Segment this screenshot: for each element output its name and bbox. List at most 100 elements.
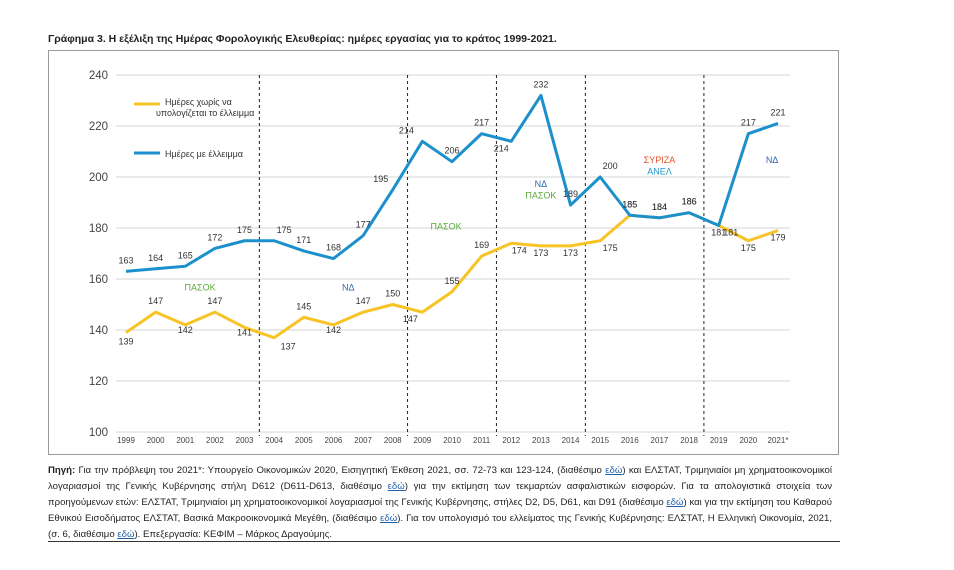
data-label: 163 bbox=[118, 255, 133, 265]
data-label: 177 bbox=[356, 220, 371, 230]
data-label: 179 bbox=[770, 233, 785, 243]
data-label: 175 bbox=[741, 243, 756, 253]
data-label: 169 bbox=[474, 240, 489, 250]
legend-label-1a: Ημέρες χωρίς να bbox=[165, 97, 232, 107]
x-tick-label: 2016 bbox=[621, 436, 639, 445]
source-link-5[interactable]: εδώ bbox=[117, 529, 135, 540]
x-tick-label: 2011 bbox=[473, 436, 491, 445]
x-tick-label: 1999 bbox=[117, 436, 135, 445]
source-link-2[interactable]: εδώ bbox=[387, 481, 405, 492]
y-tick-label: 240 bbox=[89, 70, 108, 82]
data-label: 181 bbox=[711, 227, 726, 237]
x-tick-label: 2015 bbox=[591, 436, 609, 445]
source-link-4[interactable]: εδώ bbox=[380, 513, 398, 524]
data-label: 184 bbox=[652, 202, 667, 212]
x-tick-label: 2010 bbox=[443, 436, 461, 445]
party-annotation: ΝΔ bbox=[342, 282, 355, 292]
data-label: 184 bbox=[652, 202, 667, 212]
data-label: 214 bbox=[399, 125, 414, 135]
party-annotation: ΠΑΣΟΚ bbox=[185, 282, 216, 292]
data-label: 217 bbox=[474, 118, 489, 128]
data-label: 147 bbox=[207, 296, 222, 306]
x-tick-label: 2009 bbox=[413, 436, 431, 445]
y-tick-label: 100 bbox=[89, 427, 108, 439]
x-tick-label: 2014 bbox=[562, 436, 580, 445]
data-label: 164 bbox=[148, 253, 163, 263]
data-label: 171 bbox=[296, 235, 311, 245]
source-link-1[interactable]: εδώ bbox=[605, 465, 623, 476]
data-label: 172 bbox=[207, 232, 222, 242]
data-label: 145 bbox=[296, 301, 311, 311]
y-tick-label: 200 bbox=[89, 172, 108, 184]
party-annotation: ΠΑΣΟΚ bbox=[431, 221, 462, 231]
source-text-3: ) για την εκτίμηση των τεκμαρτών ασφαλισ… bbox=[48, 481, 833, 508]
data-label: 139 bbox=[118, 337, 133, 347]
data-label: 173 bbox=[533, 248, 548, 258]
data-label: 175 bbox=[237, 225, 252, 235]
data-label: 214 bbox=[494, 143, 509, 153]
x-tick-label: 2008 bbox=[384, 436, 402, 445]
data-label: 165 bbox=[178, 250, 193, 260]
data-label: 175 bbox=[603, 243, 618, 253]
data-label: 186 bbox=[682, 197, 697, 207]
source-text-1: Για την πρόβλεψη του 2021*: Υπουργείο Οι… bbox=[75, 465, 606, 476]
x-tick-label: 2021* bbox=[768, 436, 789, 445]
x-tick-label: 2003 bbox=[236, 436, 254, 445]
party-annotation: ΝΔ bbox=[766, 155, 779, 165]
x-tick-label: 2019 bbox=[710, 436, 728, 445]
y-tick-label: 160 bbox=[89, 274, 108, 286]
x-tick-label: 2000 bbox=[147, 436, 165, 445]
data-label: 200 bbox=[603, 161, 618, 171]
data-label: 189 bbox=[563, 189, 578, 199]
data-label: 175 bbox=[277, 225, 292, 235]
data-label: 174 bbox=[512, 245, 527, 255]
x-tick-label: 2002 bbox=[206, 436, 224, 445]
data-label: 141 bbox=[237, 327, 252, 337]
source-text-5: ). Για τον υπολογισμό του ελλείματος της… bbox=[48, 513, 832, 540]
footer-rule bbox=[48, 541, 840, 542]
source-text-6: ). Επεξεργασία: ΚΕΦΙΜ – Μάρκος Δραγούμης… bbox=[134, 529, 333, 540]
party-annotation: ΑΝΕΛ bbox=[647, 166, 672, 176]
data-label: 137 bbox=[281, 342, 296, 352]
data-label: 173 bbox=[563, 248, 578, 258]
data-label: 168 bbox=[326, 243, 341, 253]
data-label: 206 bbox=[444, 146, 459, 156]
source-text-4: ) και για την εκτίμηση του Καθαρού Εθνικ… bbox=[48, 497, 832, 524]
y-tick-label: 220 bbox=[89, 121, 108, 133]
source-label: Πηγή: bbox=[48, 465, 76, 476]
data-label: 232 bbox=[533, 79, 548, 89]
data-label: 217 bbox=[741, 118, 756, 128]
data-label: 181 bbox=[723, 227, 738, 237]
x-tick-label: 2001 bbox=[176, 436, 194, 445]
data-label: 142 bbox=[178, 325, 193, 335]
source-note: Πηγή: Για την πρόβλεψη του 2021*: Υπουργ… bbox=[48, 463, 832, 543]
legend-label-2: Ημέρες με έλλειμμα bbox=[165, 149, 243, 159]
party-annotation: ΣΥΡΙΖΑ bbox=[644, 155, 676, 165]
x-tick-label: 2018 bbox=[680, 436, 698, 445]
y-tick-label: 120 bbox=[89, 376, 108, 388]
x-tick-label: 2017 bbox=[651, 436, 669, 445]
data-label: 221 bbox=[770, 107, 785, 117]
party-annotation: ΠΑΣΟΚ bbox=[525, 191, 556, 201]
data-label: 147 bbox=[148, 296, 163, 306]
data-label: 147 bbox=[356, 296, 371, 306]
data-label: 185 bbox=[622, 199, 637, 209]
party-annotation: ΝΔ bbox=[535, 179, 548, 189]
x-tick-label: 2007 bbox=[354, 436, 372, 445]
x-tick-label: 2004 bbox=[265, 436, 283, 445]
x-tick-label: 2012 bbox=[502, 436, 520, 445]
source-link-3[interactable]: εδώ bbox=[666, 497, 684, 508]
data-label: 155 bbox=[444, 276, 459, 286]
data-label: 147 bbox=[403, 314, 418, 324]
x-tick-label: 2020 bbox=[739, 436, 757, 445]
legend-label-1b: υπολογίζεται το έλλειμμα bbox=[156, 108, 254, 118]
chart-title: Γράφημα 3. Η εξέλιξη της Ημέρας Φορολογι… bbox=[48, 33, 557, 45]
y-tick-label: 180 bbox=[89, 223, 108, 235]
x-tick-label: 2006 bbox=[325, 436, 343, 445]
x-tick-label: 2005 bbox=[295, 436, 313, 445]
series-line-2 bbox=[125, 93, 779, 273]
source-text-2: ) και ΕΛΣΤΑΤ, Τριμηνιαίοι μη χρηματοοικο… bbox=[48, 465, 832, 492]
y-tick-label: 140 bbox=[89, 325, 108, 337]
chart-frame bbox=[48, 50, 839, 455]
